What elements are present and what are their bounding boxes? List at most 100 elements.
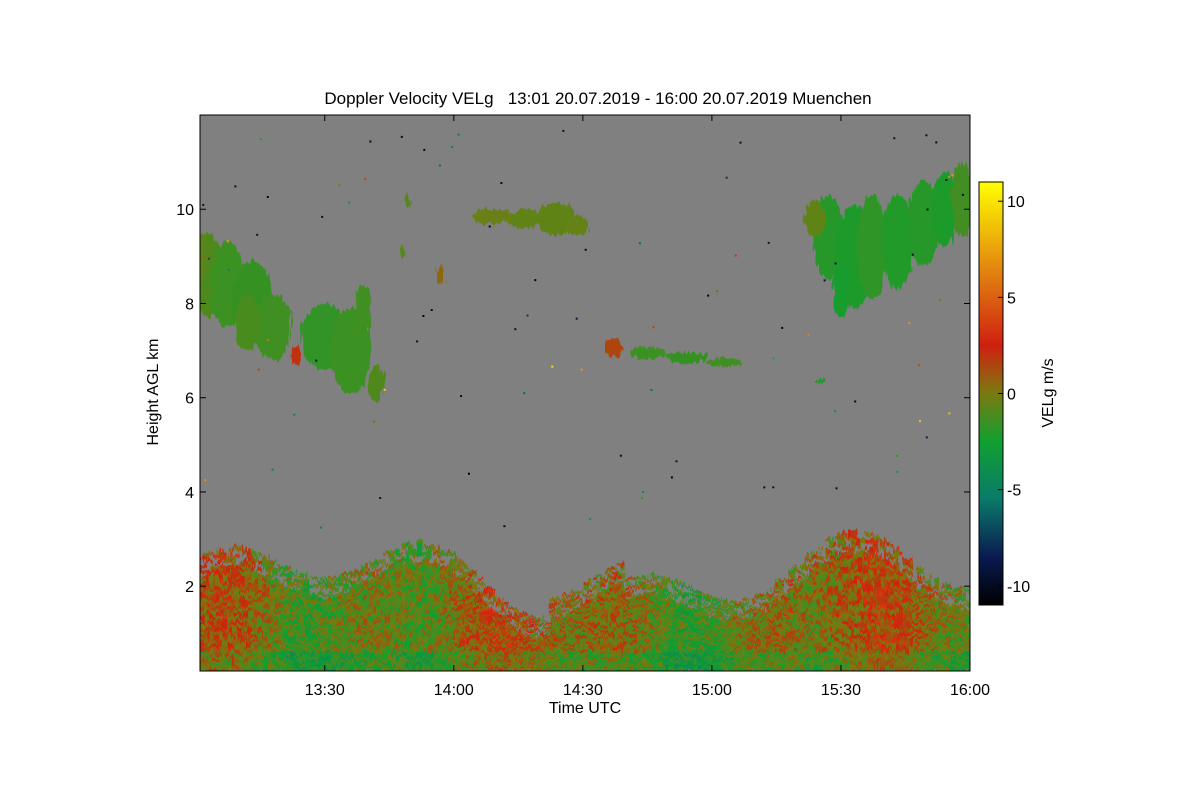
bl-cell [389,558,394,563]
bl-cell [405,661,410,666]
bl-cell [459,646,464,650]
bl-cell [459,657,464,661]
bl-cell [232,618,236,622]
bl-cell [498,648,503,651]
bl-cell [293,638,297,642]
bl-cell [610,647,615,651]
bl-cell [543,652,548,655]
bl-cell [357,608,361,612]
bl-cell [373,561,378,565]
bl-cell [475,605,480,609]
bl-cell [235,577,240,582]
bl-cell [405,645,410,650]
bl-cell [597,651,602,655]
bl-cell [382,620,387,625]
bl-cell [427,651,432,656]
bl-cell [238,667,243,671]
bl-cell [581,642,586,646]
bl-cell [235,546,240,551]
bl-cell [588,589,592,593]
bl-cell [540,668,544,671]
bl-cell [244,624,249,629]
bl-cell [434,610,438,615]
bl-cell [376,593,381,598]
bl-cell [382,626,387,631]
bl-cell [591,657,596,660]
bl-cell [225,649,230,653]
bl-cell [405,642,410,646]
bl-cell [299,629,304,633]
bl-cell [482,639,487,643]
bl-cell [225,568,230,573]
bl-cell [309,601,313,605]
bl-cell [347,651,352,655]
bl-cell [597,668,602,671]
bl-cell [267,619,272,624]
bl-cell [527,614,532,617]
bl-cell [305,613,310,617]
bl-cell [318,626,323,630]
bl-cell [427,552,432,556]
bl-cell [556,663,560,667]
bl-cell [418,645,422,649]
bl-cell [472,626,477,630]
bl-cell [536,644,541,646]
bl-cell [254,569,259,573]
bl-cell [273,571,278,575]
bl-cell [453,653,458,658]
bl-cell [411,606,416,611]
bl-cell [617,587,621,591]
bl-cell [270,665,275,669]
bl-cell [312,614,317,617]
bl-cell [395,599,400,604]
bl-cell [392,655,397,660]
bl-cell [459,584,464,589]
bl-cell [492,638,496,642]
bl-cell [482,585,487,589]
bl-cell [617,562,621,567]
bl-cell [482,594,487,598]
bl-cell [543,667,548,669]
bl-cell [604,648,609,652]
bl-cell [389,668,394,671]
bl-cell [238,584,243,588]
bl-cell [238,649,243,653]
bl-cell [479,657,483,660]
bl-cell [607,650,612,654]
bl-cell [386,632,390,636]
bl-cell [581,640,586,644]
bl-cell [254,605,259,609]
bl-cell [395,580,400,585]
bl-cell [629,647,634,651]
bl-cell [386,647,390,651]
bl-cell [277,605,281,609]
bl-cell [415,616,419,620]
bl-cell [610,566,615,570]
bl-cell [597,581,602,585]
bl-cell [450,567,455,571]
bl-cell [341,583,345,587]
bl-cell [203,621,207,626]
bl-cell [501,629,506,632]
bl-cell [633,613,637,617]
bl-cell [299,626,304,630]
bl-cell [405,575,410,579]
bl-cell [373,558,378,562]
bl-cell [357,624,361,628]
bl-cell [488,658,493,662]
bl-cell [341,644,345,648]
bl-cell [305,591,310,595]
bl-cell [232,636,236,641]
bl-cell [264,633,268,637]
bl-cell [613,649,618,653]
bl-cell [232,639,236,644]
bl-cell [453,633,458,637]
bl-cell [312,621,317,625]
bl-cell [431,651,435,656]
bl-cell [443,655,448,660]
bl-cell [212,574,217,578]
bl-cell [501,649,506,652]
bl-cell [286,629,291,633]
bl-cell [373,563,378,568]
bl-cell [421,551,426,555]
